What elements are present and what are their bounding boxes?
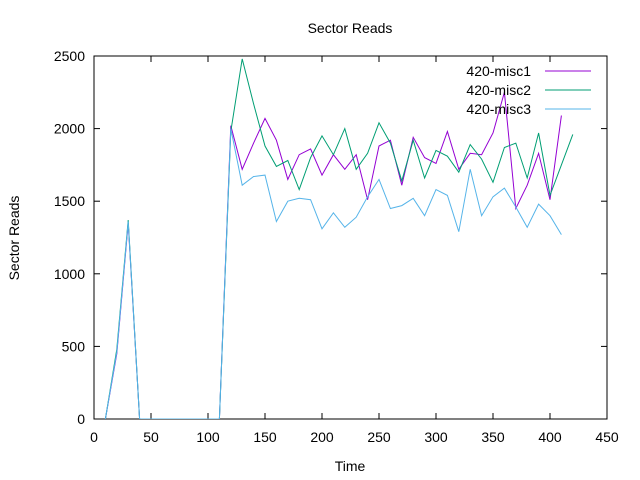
legend-label: 420-misc2 [466,82,531,98]
legend: 420-misc1 420-misc2 420-misc3 [466,63,591,117]
series-line-420-misc3 [104,128,562,419]
y-tick-label: 2000 [54,121,85,137]
plot-area-frame [93,55,608,420]
series-line-420-misc1 [104,92,562,419]
y-tick-label: 500 [62,338,86,354]
x-tick-label: 300 [424,429,448,445]
y-tick-label: 0 [77,411,85,427]
x-tick-label: 0 [90,429,98,445]
series-lines [104,58,574,419]
x-tick-label: 250 [367,429,391,445]
x-tick-label: 50 [143,429,159,445]
y-tick-label: 1500 [54,193,85,209]
legend-label: 420-misc1 [466,63,531,79]
x-tick-label: 100 [196,429,220,445]
x-tick-label: 150 [253,429,277,445]
y-tick-label: 1000 [54,266,85,282]
x-tick-label: 200 [310,429,334,445]
chart-title: Sector Reads [308,20,393,36]
series-line-420-misc2 [104,58,574,419]
x-tick-label: 450 [595,429,619,445]
y-axis-label: Sector Reads [6,196,22,281]
axis-ticks: 0 50 100 150 200 250 300 350 400 450 0 500 1000 1500 2… [54,48,619,445]
x-axis-label: Time [335,458,366,474]
legend-label: 420-misc3 [466,101,531,117]
x-tick-label: 350 [481,429,505,445]
y-tick-label: 2500 [54,48,85,64]
x-tick-label: 400 [538,429,562,445]
